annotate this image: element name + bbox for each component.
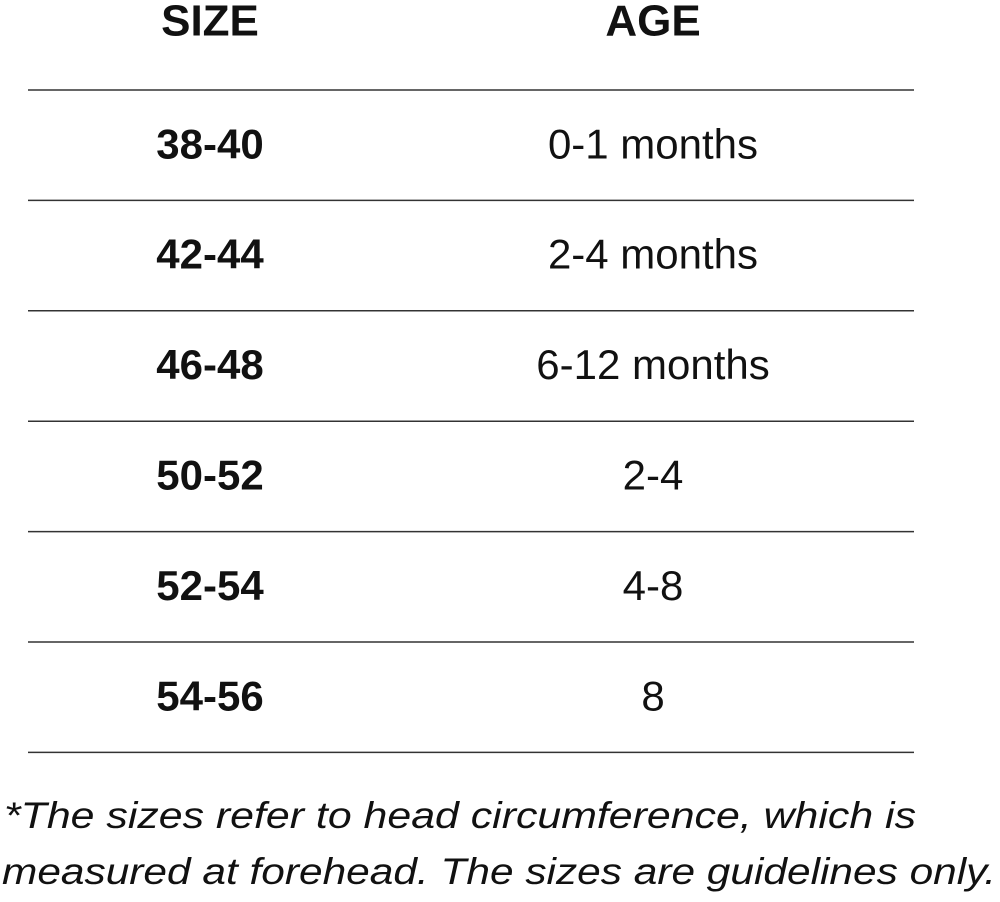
age-cell: 2-4 [623,451,684,498]
age-cell: 8 [641,672,664,719]
size-cell: 42-44 [156,231,264,278]
size-cell: 46-48 [156,341,263,388]
age-cell: 4-8 [623,562,684,609]
age-cell: 6-12 months [536,341,769,388]
header-age: AGE [605,0,700,46]
size-cell: 38-40 [156,120,263,167]
size-cell: 54-56 [156,672,263,719]
age-cell: 2-4 months [548,231,758,278]
footnote-line: measured at forehead. The sizes are guid… [2,851,996,892]
size-cell: 50-52 [156,451,263,498]
footnote-line: *The sizes refer to head circumference, … [4,795,916,836]
age-cell: 0-1 months [548,120,758,167]
header-size: SIZE [161,0,259,46]
size-cell: 52-54 [156,562,264,609]
